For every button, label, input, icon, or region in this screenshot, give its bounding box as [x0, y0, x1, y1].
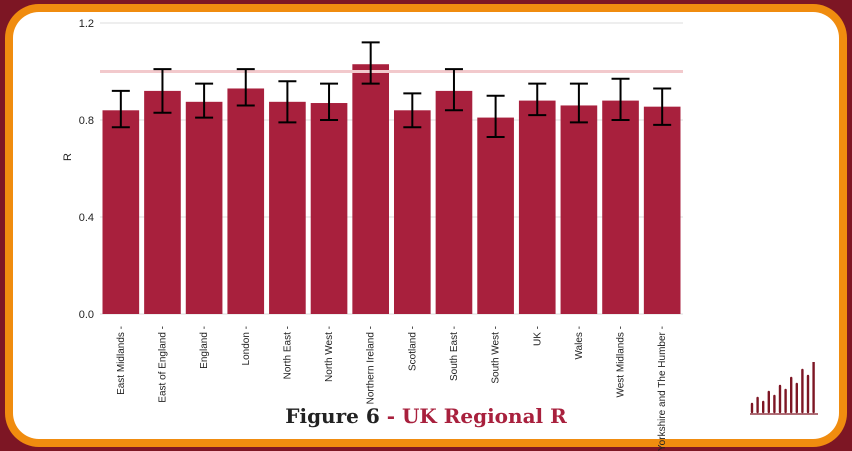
y-tick-label: 0.4: [79, 212, 94, 224]
error-bars: [111, 41, 672, 138]
x-tick-label: North East -: [282, 326, 293, 379]
x-tick-label: South West -: [491, 326, 502, 384]
y-axis: 0.0 0.4 0.8 1.2 R: [62, 18, 94, 321]
y-axis-title: R: [62, 153, 74, 161]
x-tick-label: East of England -: [157, 326, 168, 403]
x-axis-labels: East Midlands - East of England - England …: [116, 326, 668, 451]
bar: [185, 101, 223, 314]
x-tick-label: South East -: [449, 326, 460, 381]
bar: [435, 90, 473, 315]
bar: [518, 100, 556, 314]
bar: [477, 117, 514, 314]
bar: [560, 105, 598, 314]
x-tick-label: Scotland -: [407, 326, 418, 371]
bars: [102, 64, 681, 315]
x-tick-label: UK -: [532, 326, 543, 346]
bar: [144, 90, 181, 315]
bar: [310, 103, 348, 315]
y-tick-label: 0.8: [79, 115, 94, 127]
x-tick-label: Yorkshire and The Humber -: [657, 326, 668, 451]
x-tick-label: North West -: [324, 326, 335, 382]
bar: [393, 110, 431, 314]
caption-separator: -: [379, 404, 402, 428]
figure-title: UK Regional R: [401, 404, 567, 428]
bar: [102, 110, 140, 314]
x-tick-label: London -: [241, 326, 252, 365]
x-tick-label: East Midlands -: [116, 326, 127, 395]
y-tick-label: 0.0: [79, 309, 94, 321]
x-tick-label: Northern Ireland -: [366, 326, 377, 404]
bar: [269, 101, 306, 314]
figure-label: Figure 6: [285, 404, 380, 428]
x-tick-label: England -: [199, 326, 210, 369]
bar: [352, 64, 390, 314]
bar: [643, 106, 681, 314]
bar: [602, 100, 639, 314]
brand-logo-icon: [750, 362, 818, 415]
bar: [227, 88, 265, 314]
figure-caption: Figure 6 - UK Regional R: [0, 404, 852, 428]
x-tick-label: Wales -: [574, 326, 585, 360]
y-tick-label: 1.2: [79, 18, 94, 30]
x-tick-label: West Midlands -: [616, 326, 627, 398]
